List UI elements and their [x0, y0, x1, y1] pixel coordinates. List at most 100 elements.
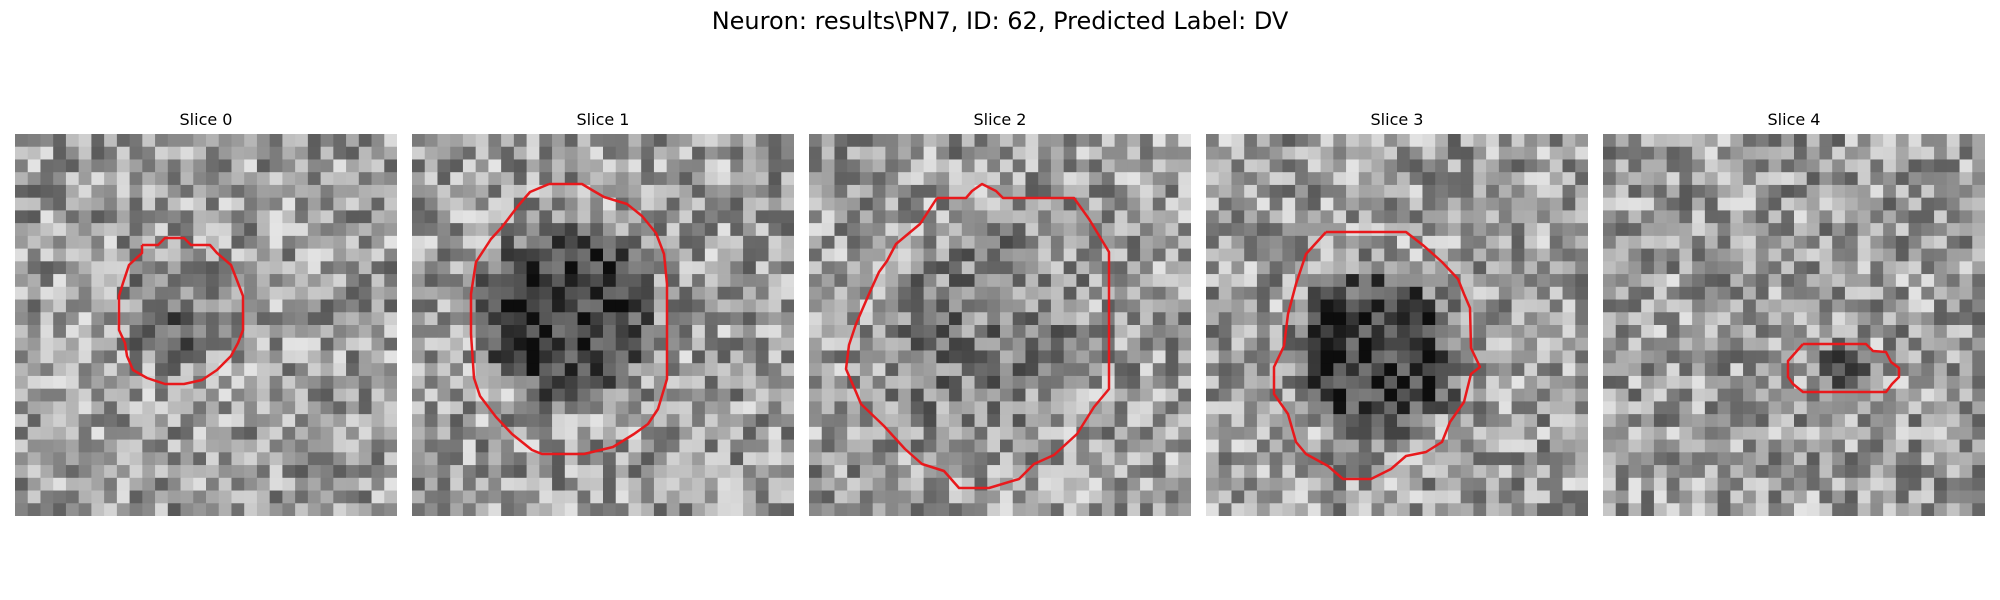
- pixel: [1615, 261, 1629, 275]
- pixel: [1730, 286, 1744, 300]
- pixel: [1178, 388, 1191, 402]
- pixel: [1269, 261, 1283, 275]
- pixel: [1717, 286, 1731, 300]
- pixel: [358, 312, 372, 326]
- pixel: [1575, 375, 1588, 390]
- pixel: [1934, 363, 1948, 377]
- pixel: [1679, 375, 1693, 390]
- pixel: [1409, 350, 1423, 364]
- pixel: [1498, 337, 1512, 351]
- pixel: [526, 452, 540, 466]
- pixel: [641, 325, 655, 339]
- pixel: [590, 477, 604, 491]
- pixel: [1615, 248, 1629, 262]
- pixel: [1089, 439, 1103, 453]
- pixel: [615, 490, 629, 504]
- pixel: [641, 426, 655, 440]
- pixel: [15, 363, 29, 377]
- pixel: [692, 172, 706, 186]
- pixel: [358, 286, 372, 300]
- pixel: [513, 172, 527, 186]
- pixel: [1806, 452, 1820, 466]
- pixel: [1870, 363, 1884, 377]
- pixel: [755, 286, 769, 300]
- pixel: [346, 248, 360, 262]
- pixel: [1908, 235, 1922, 249]
- pixel: [590, 274, 604, 288]
- pixel: [1295, 134, 1309, 148]
- pixel: [358, 274, 372, 288]
- pixel: [1409, 388, 1423, 402]
- pixel: [1628, 337, 1642, 351]
- pixel: [910, 439, 924, 453]
- pixel: [450, 184, 464, 199]
- pixel: [488, 414, 502, 428]
- pixel: [1692, 363, 1706, 377]
- pixel: [1908, 350, 1922, 364]
- pixel: [1870, 172, 1884, 186]
- pixel: [295, 210, 309, 224]
- pixel: [15, 477, 29, 491]
- pixel: [1397, 134, 1411, 148]
- pixel: [910, 350, 924, 364]
- pixel: [1178, 286, 1191, 300]
- pixel: [1397, 465, 1411, 479]
- pixel: [539, 274, 553, 288]
- pixel: [1562, 477, 1576, 491]
- pixel: [384, 261, 397, 275]
- pixel: [1498, 388, 1512, 402]
- pixel: [1244, 439, 1258, 453]
- pixel: [1025, 414, 1039, 428]
- pixel: [295, 223, 309, 237]
- pixel: [65, 223, 80, 237]
- pixel: [1282, 350, 1296, 364]
- pixel: [346, 401, 360, 415]
- pixel: [1666, 286, 1680, 300]
- pixel: [1333, 197, 1347, 211]
- pixel: [692, 439, 706, 453]
- pixel: [1870, 477, 1884, 491]
- pixel: [155, 325, 169, 339]
- pixel: [949, 363, 963, 377]
- pixel: [628, 375, 642, 390]
- pixel: [1435, 350, 1449, 364]
- pixel: [1895, 235, 1909, 249]
- pixel: [501, 184, 515, 199]
- pixel: [603, 388, 617, 402]
- pixel: [1114, 210, 1128, 224]
- pixel: [628, 235, 642, 249]
- pixel: [129, 210, 143, 224]
- pixel: [256, 172, 271, 186]
- pixel: [437, 299, 451, 313]
- pixel: [269, 414, 283, 428]
- pixel: [1730, 146, 1744, 160]
- pixel: [1320, 312, 1334, 326]
- pixel: [1346, 312, 1360, 326]
- pixel: [1844, 299, 1859, 313]
- pixel: [821, 312, 835, 326]
- pixel: [615, 248, 629, 262]
- pixel: [1295, 490, 1309, 504]
- pixel: [743, 159, 757, 173]
- pixel: [628, 388, 642, 402]
- pixel: [488, 388, 502, 402]
- pixel: [1333, 452, 1347, 466]
- pixel: [603, 223, 617, 237]
- pixel: [1165, 159, 1179, 173]
- pixel: [513, 274, 527, 288]
- pixel: [1140, 401, 1154, 415]
- pixel: [1089, 465, 1103, 479]
- pixel: [1704, 197, 1718, 211]
- pixel: [295, 350, 309, 364]
- pixel: [590, 159, 604, 173]
- pixel: [1959, 235, 1973, 249]
- pixel: [692, 261, 706, 275]
- pixel: [628, 477, 642, 491]
- pixel: [1269, 248, 1283, 262]
- pixel: [1218, 465, 1232, 479]
- pixel: [704, 312, 718, 326]
- pixel: [755, 363, 769, 377]
- pixel: [923, 490, 937, 504]
- pixel: [1307, 388, 1321, 402]
- pixel: [1000, 337, 1014, 351]
